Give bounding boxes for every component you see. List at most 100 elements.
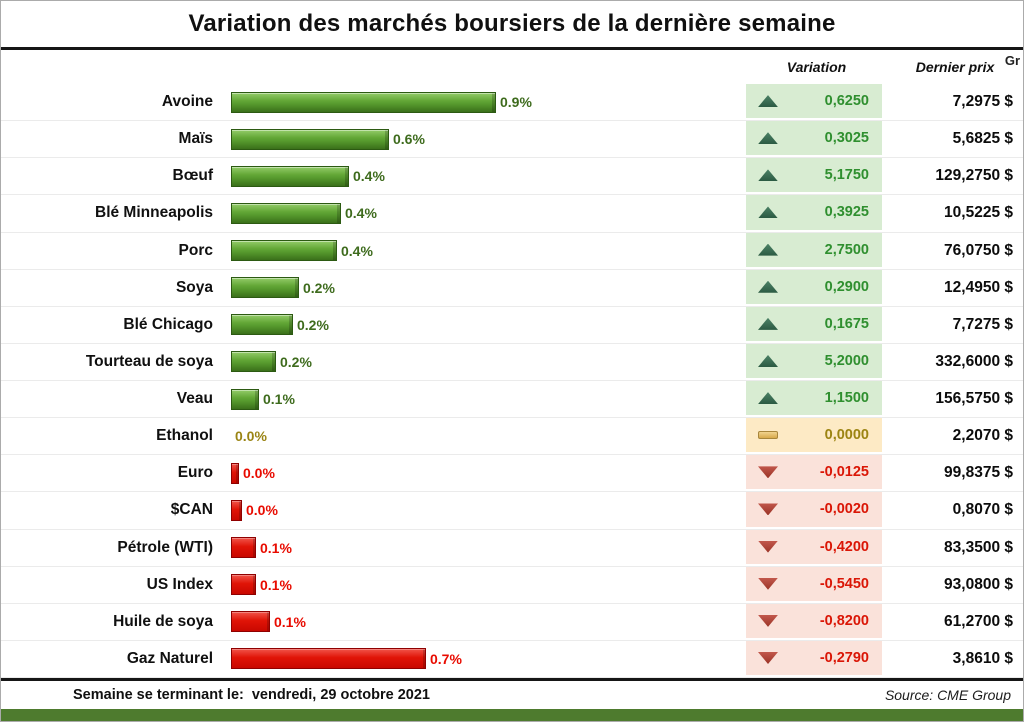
- bar-track: 0.2%: [223, 270, 746, 306]
- row-label: Avoine: [161, 93, 213, 111]
- bar-track: 0.4%: [223, 233, 746, 269]
- bar: [231, 240, 337, 262]
- row-label: Maïs: [178, 130, 213, 148]
- bar-track: 0.7%: [223, 641, 746, 677]
- market-row: Huile de soya 0.1% -0,8200 61,2700 $: [1, 603, 1023, 641]
- row-label: Soya: [175, 278, 213, 296]
- bar-track: 0.4%: [223, 158, 746, 194]
- variation-cell: 0,1675: [746, 306, 882, 343]
- triangle-down-icon: [758, 466, 778, 479]
- bar-value-label: 0.6%: [393, 131, 425, 148]
- price-value: 99,8375 $: [887, 455, 1023, 492]
- bar-value-label: 0.1%: [260, 539, 292, 556]
- bar: [231, 537, 256, 559]
- row-label: Ethanol: [156, 427, 213, 445]
- triangle-up-icon: [758, 132, 778, 145]
- price-value: 10,5225 $: [887, 195, 1023, 232]
- variation-value: 5,2000: [824, 352, 869, 369]
- market-row: Euro 0.0% -0,0125 99,8375 $: [1, 455, 1023, 493]
- variation-value: -0,0125: [819, 464, 869, 481]
- variation-value: 0,3025: [824, 130, 869, 147]
- dash-flat-icon: [758, 431, 778, 440]
- triangle-up-icon: [758, 354, 778, 367]
- market-row: Ethanol 0.0% 0,0000 2,2070 $: [1, 418, 1023, 456]
- variation-cell: -0,2790: [746, 640, 882, 677]
- bar: [231, 277, 299, 299]
- bar: [231, 462, 239, 484]
- report-header: Variation des marchés boursiers de la de…: [1, 1, 1023, 50]
- variation-value: -0,0020: [819, 501, 869, 518]
- market-row: Bœuf 0.4% 5,1750 129,2750 $: [1, 158, 1023, 196]
- price-value: 0,8070 $: [887, 492, 1023, 529]
- market-row: Veau 0.1% 1,1500 156,5750 $: [1, 381, 1023, 419]
- price-value: 93,0800 $: [887, 566, 1023, 603]
- column-header-price: Dernier prix: [915, 59, 995, 75]
- bar-value-label: 0.7%: [430, 650, 462, 667]
- bar-value-label: 0.0%: [235, 428, 267, 445]
- bar: [231, 499, 242, 521]
- price-value: 332,6000 $: [887, 343, 1023, 380]
- row-label: Blé Minneapolis: [95, 204, 213, 222]
- variation-value: 0,3925: [824, 204, 869, 221]
- price-value: 61,2700 $: [887, 603, 1023, 640]
- variation-value: 5,1750: [824, 167, 869, 184]
- variation-value: 0,6250: [824, 93, 869, 110]
- variation-cell: 5,1750: [746, 158, 882, 195]
- price-value: 83,3500 $: [887, 529, 1023, 566]
- clipped-corner-text: Gr: [1004, 53, 1020, 68]
- week-ending-date: vendredi, 29 octobre 2021: [251, 687, 430, 703]
- triangle-down-icon: [758, 503, 778, 516]
- row-label: Porc: [178, 241, 213, 259]
- bar: [231, 574, 256, 596]
- bar: [231, 648, 426, 670]
- bar-track: 0.1%: [223, 530, 746, 566]
- row-label: Blé Chicago: [123, 315, 213, 333]
- variation-value: -0,8200: [819, 612, 869, 629]
- row-label: Euro: [177, 464, 213, 482]
- market-row: Soya 0.2% 0,2900 12,4950 $: [1, 269, 1023, 307]
- bar: [231, 202, 341, 224]
- variation-cell: 0,3025: [746, 121, 882, 158]
- triangle-up-icon: [758, 206, 778, 219]
- bar: [231, 611, 270, 633]
- chart-rows: Avoine 0.9% 0,6250 7,2975 $ Maïs 0.6% 0,…: [1, 84, 1023, 678]
- variation-value: 1,1500: [824, 390, 869, 407]
- variation-cell: 0,0000: [746, 418, 882, 455]
- column-header-variation: Variation: [786, 59, 847, 75]
- bar-track: 0.0%: [223, 418, 746, 454]
- triangle-down-icon: [758, 651, 778, 664]
- variation-cell: -0,4200: [746, 529, 882, 566]
- bar-track: 0.1%: [223, 567, 746, 603]
- market-row: Blé Minneapolis 0.4% 0,3925 10,5225 $: [1, 195, 1023, 233]
- row-label: Tourteau de soya: [85, 352, 213, 370]
- bar-value-label: 0.1%: [260, 576, 292, 593]
- row-label: Gaz Naturel: [126, 649, 213, 667]
- bar-value-label: 0.4%: [341, 242, 373, 259]
- bar-value-label: 0.0%: [246, 502, 278, 519]
- column-header-row: Gr Variation Dernier prix: [1, 50, 1023, 84]
- market-row: $CAN 0.0% -0,0020 0,8070 $: [1, 492, 1023, 530]
- variation-value: -0,2790: [819, 649, 869, 666]
- bar-track: 0.1%: [223, 604, 746, 640]
- variation-cell: -0,0125: [746, 455, 882, 492]
- variation-cell: -0,8200: [746, 603, 882, 640]
- market-row: Porc 0.4% 2,7500 76,0750 $: [1, 232, 1023, 270]
- bottom-accent-strip: [1, 709, 1023, 721]
- price-value: 12,4950 $: [887, 269, 1023, 306]
- variation-cell: 5,2000: [746, 343, 882, 380]
- variation-cell: -0,0020: [746, 492, 882, 529]
- variation-cell: 0,6250: [746, 84, 882, 121]
- bar: [231, 388, 259, 410]
- triangle-up-icon: [758, 317, 778, 330]
- variation-value: -0,5450: [819, 575, 869, 592]
- variation-cell: 0,2900: [746, 269, 882, 306]
- row-label: Huile de soya: [113, 612, 213, 630]
- market-row: US Index 0.1% -0,5450 93,0800 $: [1, 566, 1023, 604]
- triangle-up-icon: [758, 392, 778, 405]
- row-label: Pétrole (WTI): [117, 538, 213, 556]
- market-row: Gaz Naturel 0.7% -0,2790 3,8610 $: [1, 640, 1023, 678]
- bar-track: 0.0%: [223, 455, 746, 491]
- bar-value-label: 0.2%: [280, 353, 312, 370]
- variation-cell: 0,3925: [746, 195, 882, 232]
